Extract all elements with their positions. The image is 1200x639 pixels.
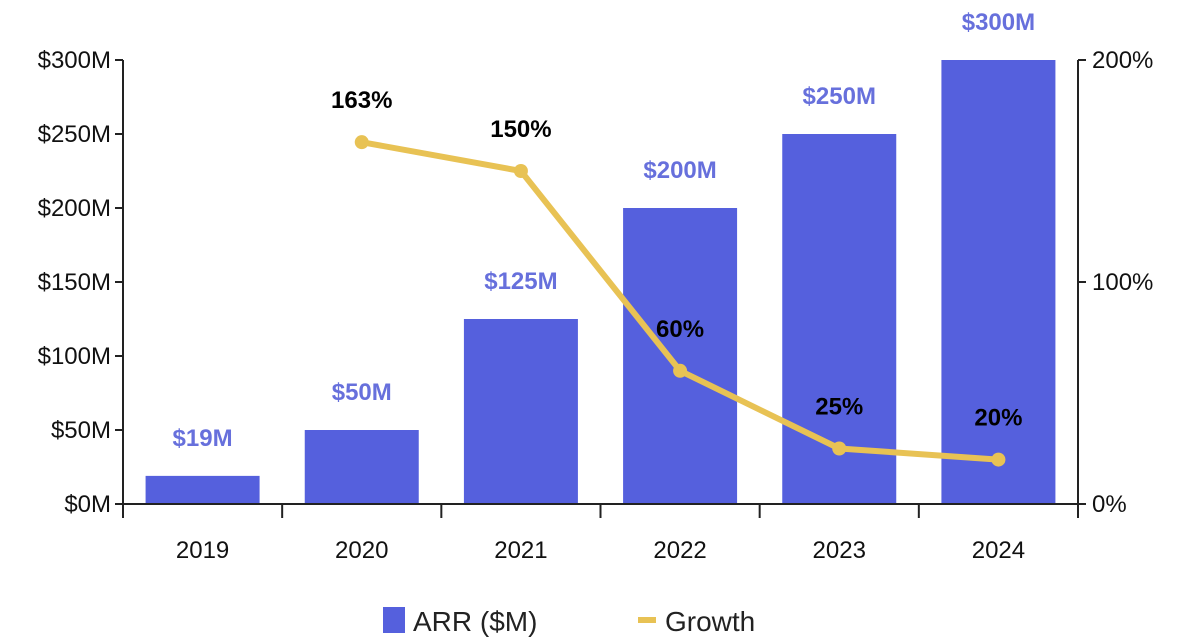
left-tick-label: $100M	[38, 343, 111, 370]
left-tick-label: $250M	[38, 121, 111, 148]
x-tick-label: 2021	[494, 537, 547, 564]
bar-2020	[304, 430, 419, 504]
right-tick-label: 200%	[1092, 47, 1153, 74]
growth-point-2022	[673, 363, 688, 378]
growth-point-2024	[991, 452, 1006, 467]
legend-label-arr: ARR ($M)	[413, 606, 537, 637]
left-tick-label: $50M	[51, 417, 111, 444]
growth-value-label: 150%	[490, 116, 551, 143]
growth-value-label: 20%	[974, 405, 1022, 432]
x-tick-label: 2022	[653, 537, 706, 564]
growth-value-label: 163%	[331, 87, 392, 114]
legend-label-growth: Growth	[665, 606, 755, 637]
bar-2021	[463, 319, 578, 504]
bar-value-label: $300M	[962, 9, 1035, 36]
growth-point-2021	[513, 164, 528, 178]
left-tick-label: $300M	[38, 47, 111, 74]
legend-bar-swatch	[383, 607, 405, 633]
bar-value-label: $125M	[484, 268, 557, 295]
x-tick-label: 2023	[813, 537, 866, 564]
bar-2022	[623, 208, 738, 504]
growth-point-2023	[832, 441, 847, 456]
left-tick-label: $150M	[38, 269, 111, 296]
x-tick-label: 2020	[335, 537, 388, 564]
bar-2019	[145, 475, 260, 504]
bar-value-label: $50M	[332, 379, 392, 406]
growth-value-label: 60%	[656, 316, 704, 343]
left-tick-label: $0M	[64, 491, 111, 518]
x-tick-label: 2024	[972, 537, 1025, 564]
right-tick-label: 100%	[1092, 269, 1153, 296]
growth-point-2020	[354, 135, 369, 150]
bar-2024	[941, 60, 1056, 504]
bar-value-label: $250M	[803, 83, 876, 110]
bar-value-label: $200M	[643, 157, 716, 184]
left-tick-label: $200M	[38, 195, 111, 222]
right-tick-label: 0%	[1092, 491, 1127, 518]
x-tick-label: 2019	[176, 537, 229, 564]
growth-value-label: 25%	[815, 394, 863, 421]
bar-value-label: $19M	[173, 425, 233, 452]
